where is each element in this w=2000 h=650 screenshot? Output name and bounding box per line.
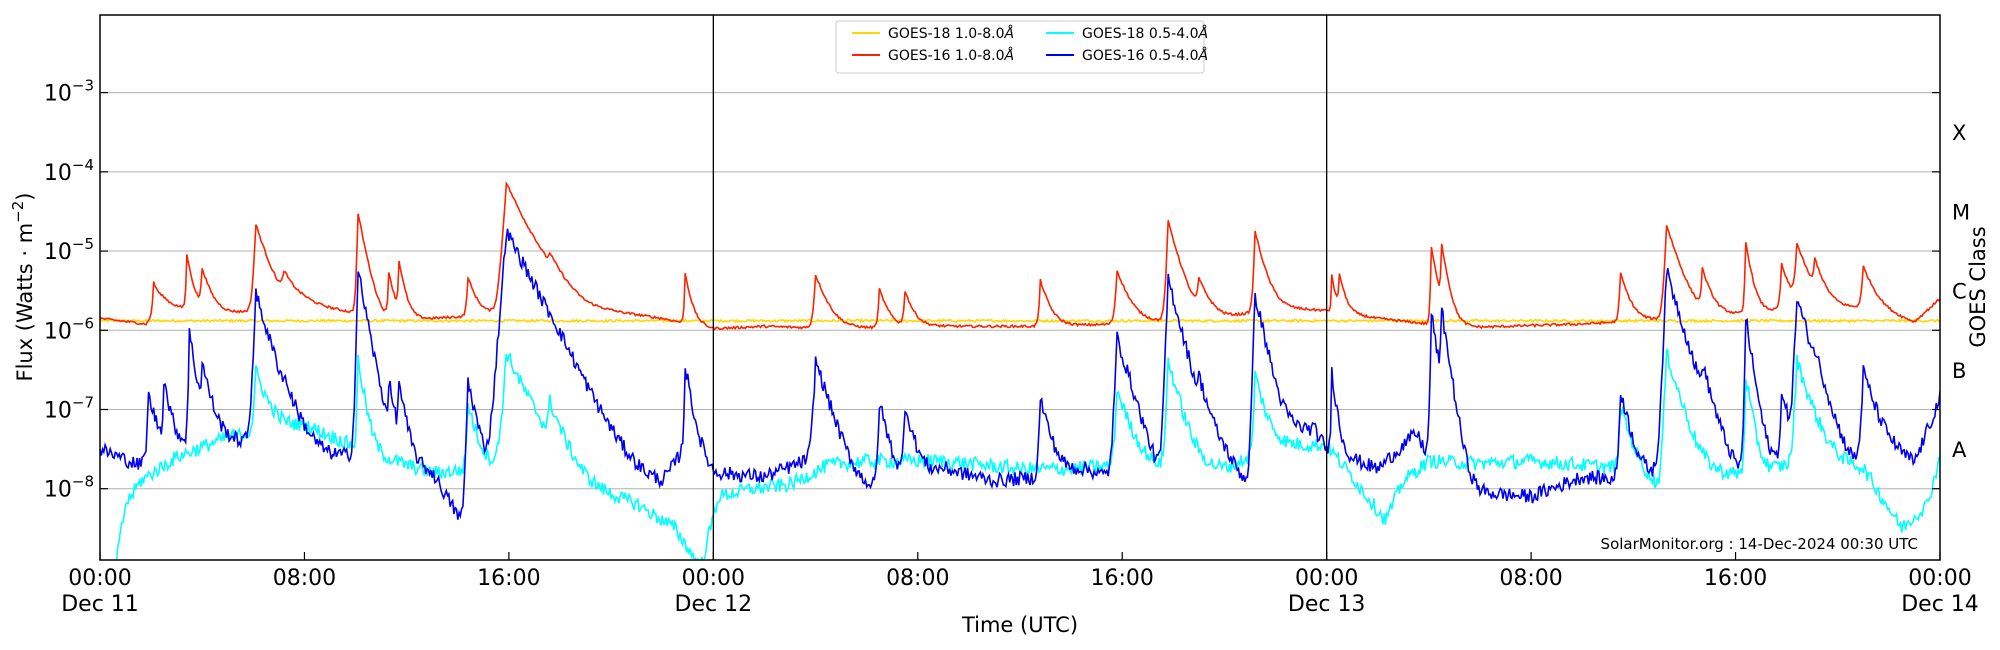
y-tick-label: 10−6	[44, 314, 94, 344]
y-tick-label: 10−3	[44, 77, 94, 107]
y-tick-label: 10−4	[44, 156, 94, 186]
goes-class-c: C	[1952, 280, 1967, 304]
x-tick-label: 08:00	[1499, 566, 1562, 591]
x-tick-label: 00:00	[1908, 566, 1971, 591]
legend-label-2: GOES-18 0.5-4.0Å	[1082, 25, 1208, 42]
y-axis-ticks: 10−8 10−7 10−6 10−5 10−4 10−3	[44, 77, 1940, 503]
x-tick-label: 00:00	[68, 566, 131, 591]
y-axis-label: Flux (Watts · m−2)	[9, 192, 37, 381]
x-tick-date-label: Dec 13	[1288, 592, 1366, 617]
series-line-1	[100, 181, 1940, 331]
series-line-0	[100, 318, 1940, 324]
x-tick-label: 16:00	[1704, 566, 1767, 591]
goes-class-m: M	[1952, 200, 1970, 224]
legend-box	[835, 20, 1205, 74]
goes-class-axis-label: GOES Class	[1966, 226, 1990, 347]
plot-frame	[99, 14, 1941, 561]
x-tick-label: 16:00	[477, 566, 540, 591]
legend-label-0: GOES-18 1.0-8.0Å	[888, 25, 1014, 42]
series-lines	[100, 181, 1940, 560]
x-tick-label: 00:00	[682, 566, 745, 591]
goes-class-x: X	[1952, 121, 1966, 145]
y-tick-label: 10−5	[44, 235, 94, 265]
goes-class-a: A	[1952, 438, 1967, 462]
x-axis-label: Time (UTC)	[961, 613, 1078, 637]
y-tick-label: 10−8	[44, 473, 94, 503]
goes-class-b: B	[1952, 359, 1966, 383]
x-tick-label: 16:00	[1091, 566, 1154, 591]
x-tick-label: 00:00	[1295, 566, 1358, 591]
x-tick-label: 08:00	[886, 566, 949, 591]
credit-text: SolarMonitor.org : 14-Dec-2024 00:30 UTC	[1601, 535, 1918, 553]
x-tick-label: 08:00	[273, 566, 336, 591]
legend-label-1: GOES-16 1.0-8.0Å	[888, 47, 1014, 64]
series-line-3	[100, 228, 1940, 520]
x-tick-date-label: Dec 11	[61, 592, 139, 617]
grid-lines	[100, 92, 1940, 490]
y-tick-label: 10−7	[44, 393, 94, 423]
legend-label-3: GOES-16 0.5-4.0Å	[1082, 47, 1208, 64]
x-tick-date-label: Dec 14	[1901, 592, 1979, 617]
legend: GOES-18 1.0-8.0Å GOES-16 1.0-8.0Å GOES-18 …	[835, 20, 1208, 74]
x-tick-date-label: Dec 12	[675, 592, 753, 617]
goes-class-labels: A B C M X	[1952, 121, 1970, 462]
series-line-2	[115, 348, 1940, 560]
day-boundaries	[712, 15, 1328, 560]
